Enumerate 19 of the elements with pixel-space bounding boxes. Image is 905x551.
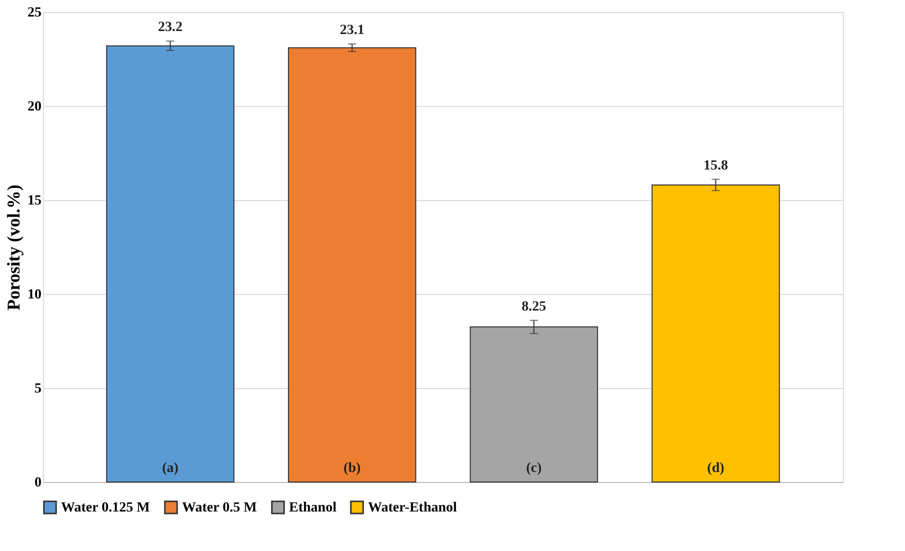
legend-label: Water 0.125 M — [61, 500, 150, 516]
y-tick-label: 10 — [28, 288, 42, 302]
x-tick-label: (c) — [526, 461, 542, 476]
data-label: 23.2 — [158, 20, 183, 36]
x-tick-label: (b) — [344, 461, 361, 476]
y-tick-label: 15 — [28, 194, 42, 208]
y-tick-label: 20 — [28, 100, 42, 114]
legend-label: Water-Ethanol — [368, 500, 458, 516]
x-tick-label: (d) — [707, 461, 725, 476]
legend-label: Ethanol — [289, 500, 337, 516]
x-tick-label: (a) — [162, 461, 179, 476]
legend-label: Water 0.5 M — [182, 500, 257, 516]
y-axis-title: Porosity (vol.%) — [4, 184, 24, 310]
data-label: 8.25 — [522, 299, 546, 314]
y-tick-label: 0 — [34, 476, 42, 490]
data-label: 15.8 — [703, 158, 728, 174]
y-tick-label: 25 — [28, 6, 42, 20]
y-tick-label: 5 — [34, 382, 42, 396]
data-label: 23.1 — [340, 22, 364, 38]
